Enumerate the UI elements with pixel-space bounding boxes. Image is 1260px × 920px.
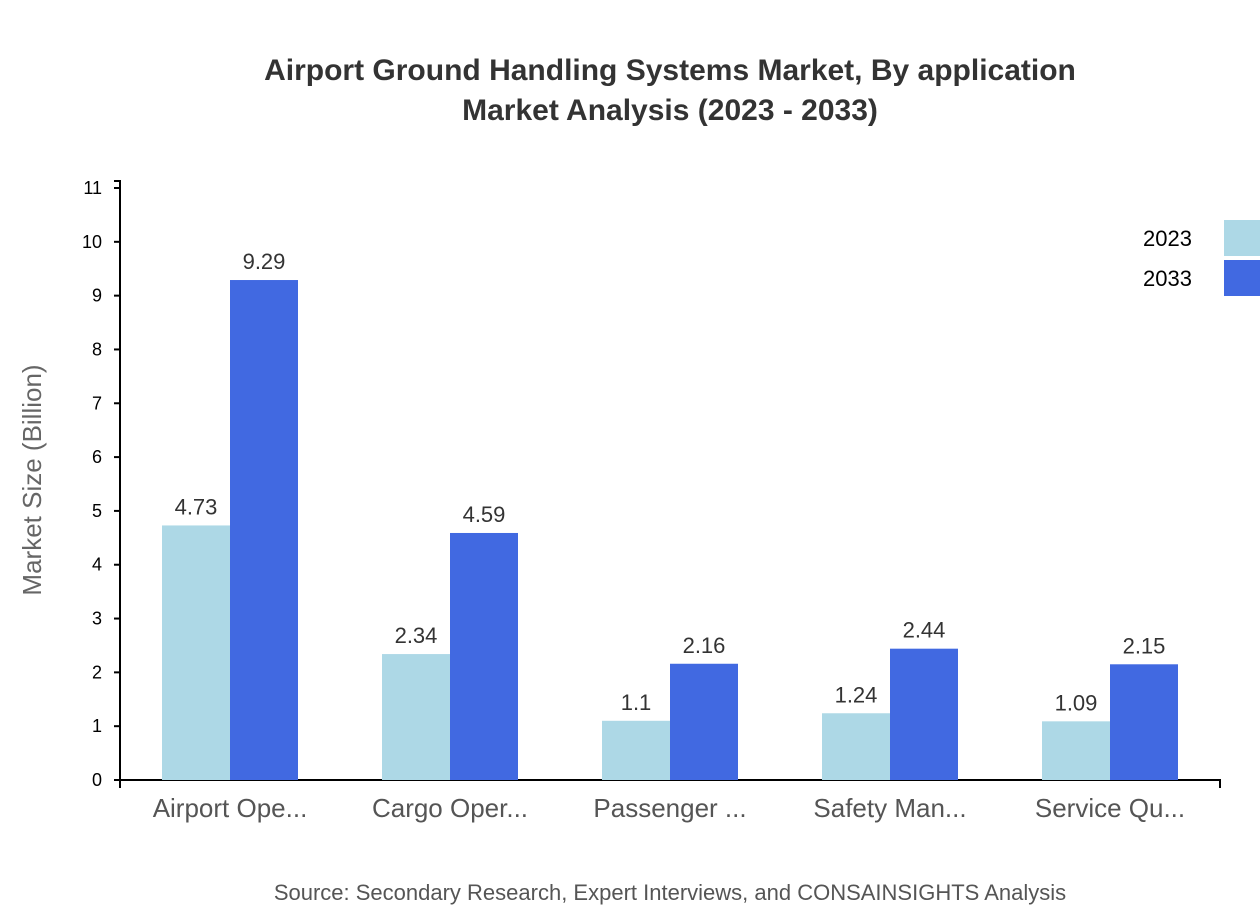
x-tick-label: Safety Man... <box>813 793 966 823</box>
data-label: 9.29 <box>243 249 286 274</box>
y-axis-line <box>114 180 121 781</box>
data-label: 1.09 <box>1055 690 1098 715</box>
bar-2033 <box>1110 664 1178 780</box>
chart-title: Airport Ground Handling Systems Market, … <box>264 54 1076 87</box>
bar-2023 <box>602 720 670 780</box>
y-tick-label: 6 <box>92 447 102 467</box>
legend-label: 2033 <box>1143 266 1192 291</box>
y-tick-label: 4 <box>92 555 102 575</box>
data-label: 2.44 <box>903 618 946 643</box>
bar-2033 <box>670 663 738 780</box>
legend: 2023 2033 <box>1143 220 1260 296</box>
x-tick-label: Service Qu... <box>1035 793 1185 823</box>
bars: 4.73 9.29 2.34 4.59 1.1 2.16 1.24 2.44 1.09 2.15 <box>162 249 1178 780</box>
chart-subtitle: Market Analysis (2023 - 2033) <box>462 94 878 127</box>
y-tick-label: 11 <box>83 178 102 198</box>
bar-2033 <box>230 280 298 780</box>
legend-swatch <box>1224 220 1260 256</box>
x-tick-label: Cargo Oper... <box>372 793 528 823</box>
bar-2023 <box>382 654 450 780</box>
y-tick-label: 3 <box>92 609 102 629</box>
legend-label: 2023 <box>1143 226 1192 251</box>
data-label: 4.59 <box>463 502 506 527</box>
data-label: 1.1 <box>621 690 652 715</box>
y-tick-label: 7 <box>92 393 102 413</box>
legend-swatch <box>1224 260 1260 296</box>
y-tick-label: 2 <box>92 662 102 682</box>
y-tick-label: 5 <box>92 501 102 521</box>
bar-2023 <box>162 525 230 780</box>
source-note: Source: Secondary Research, Expert Inter… <box>274 880 1066 905</box>
data-label: 4.73 <box>175 494 218 519</box>
y-tick-label: 10 <box>82 232 102 252</box>
x-tick-label: Airport Ope... <box>153 793 308 823</box>
bar-2033 <box>890 648 958 780</box>
y-tick-label: 1 <box>92 716 102 736</box>
y-tick-label: 8 <box>92 339 102 359</box>
x-tick-label: Passenger ... <box>593 793 746 823</box>
y-axis: 0 1 2 3 4 5 6 7 8 9 10 11 <box>82 178 121 790</box>
data-label: 2.15 <box>1123 633 1166 658</box>
data-label: 1.24 <box>835 682 878 707</box>
data-label: 2.34 <box>395 623 438 648</box>
y-tick-label: 0 <box>92 770 102 790</box>
x-axis: Airport Ope... Cargo Oper... Passenger ...… <box>119 779 1221 823</box>
bar-2023 <box>822 713 890 780</box>
data-label: 2.16 <box>683 633 726 658</box>
bar-2023 <box>1042 721 1110 780</box>
y-tick-label: 9 <box>92 286 102 306</box>
bar-2033 <box>450 532 518 780</box>
x-axis-line <box>119 779 1221 788</box>
y-axis-label: Market Size (Billion) <box>17 364 47 595</box>
